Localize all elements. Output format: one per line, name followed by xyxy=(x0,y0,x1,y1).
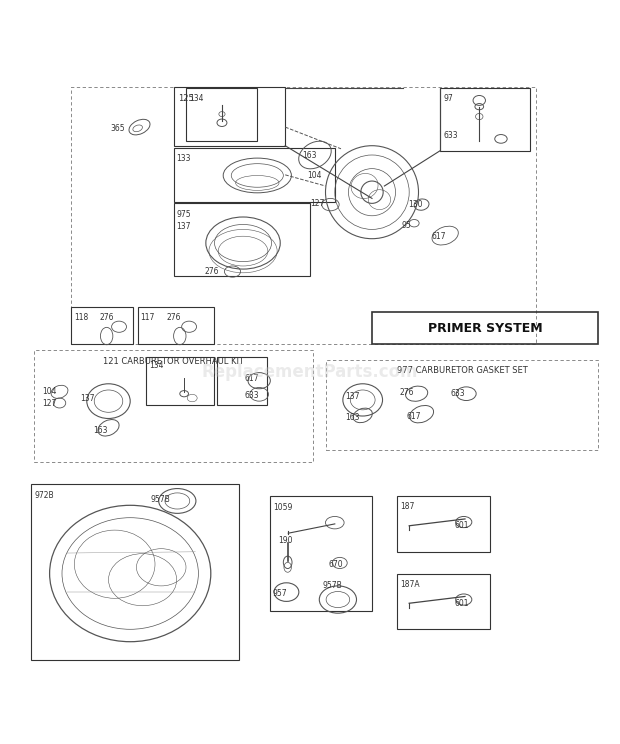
Text: 617: 617 xyxy=(244,373,259,382)
Text: 957B: 957B xyxy=(150,495,170,504)
Text: PRIMER SYSTEM: PRIMER SYSTEM xyxy=(428,322,542,335)
Bar xyxy=(174,147,335,202)
Bar xyxy=(71,307,133,344)
Text: 163: 163 xyxy=(303,150,317,159)
Text: 617: 617 xyxy=(406,412,420,421)
Text: 276: 276 xyxy=(166,313,180,322)
Bar xyxy=(174,203,310,276)
Text: 95: 95 xyxy=(402,220,412,230)
Bar xyxy=(326,359,598,449)
Bar xyxy=(71,87,536,344)
Text: 957B: 957B xyxy=(322,581,342,591)
Text: 975: 975 xyxy=(177,210,192,219)
Text: 127: 127 xyxy=(42,399,56,408)
Text: 276: 276 xyxy=(399,388,414,397)
Bar xyxy=(397,574,490,629)
Text: 104: 104 xyxy=(42,387,56,396)
Text: 133: 133 xyxy=(177,154,191,163)
Bar xyxy=(138,307,214,344)
Text: 617: 617 xyxy=(432,231,446,241)
Text: 972B: 972B xyxy=(35,491,55,500)
Bar xyxy=(186,88,257,141)
Bar xyxy=(270,496,372,611)
Text: ReplacementParts.com: ReplacementParts.com xyxy=(202,363,418,381)
Bar xyxy=(217,356,267,405)
Bar xyxy=(34,350,313,462)
Text: 1059: 1059 xyxy=(273,504,293,513)
Text: 633: 633 xyxy=(443,131,458,140)
Text: 601: 601 xyxy=(454,600,469,609)
Text: 365: 365 xyxy=(110,124,125,133)
Text: 670: 670 xyxy=(329,560,343,569)
Bar xyxy=(146,356,214,405)
Text: 163: 163 xyxy=(93,426,107,434)
Text: 104: 104 xyxy=(307,171,321,180)
Text: 187: 187 xyxy=(401,502,415,511)
Text: 125: 125 xyxy=(178,94,193,103)
Text: 134: 134 xyxy=(189,94,203,103)
Text: 276: 276 xyxy=(205,267,219,276)
Text: 118: 118 xyxy=(74,313,88,322)
Text: 633: 633 xyxy=(244,391,259,400)
Text: 117: 117 xyxy=(140,313,154,322)
Text: 137: 137 xyxy=(177,222,191,231)
Text: 137: 137 xyxy=(81,394,95,403)
Text: 134: 134 xyxy=(149,362,163,371)
Bar xyxy=(174,87,285,146)
Text: 127: 127 xyxy=(310,199,324,208)
Bar xyxy=(440,88,530,150)
Text: 121 CARBURETOR OVERHAUL KIT: 121 CARBURETOR OVERHAUL KIT xyxy=(103,356,244,365)
Text: 187A: 187A xyxy=(401,580,420,589)
Text: 601: 601 xyxy=(454,522,469,530)
Text: 957: 957 xyxy=(273,589,288,598)
Bar xyxy=(31,484,239,661)
Bar xyxy=(397,496,490,552)
Text: 633: 633 xyxy=(450,388,465,397)
Text: 130: 130 xyxy=(408,200,422,209)
Text: 977 CARBURETOR GASKET SET: 977 CARBURETOR GASKET SET xyxy=(397,366,527,375)
Text: 276: 276 xyxy=(99,313,113,322)
Text: 163: 163 xyxy=(345,413,359,422)
Text: 97: 97 xyxy=(443,94,453,103)
Text: 137: 137 xyxy=(345,392,359,401)
Bar xyxy=(372,312,598,344)
Text: 190: 190 xyxy=(278,536,292,545)
